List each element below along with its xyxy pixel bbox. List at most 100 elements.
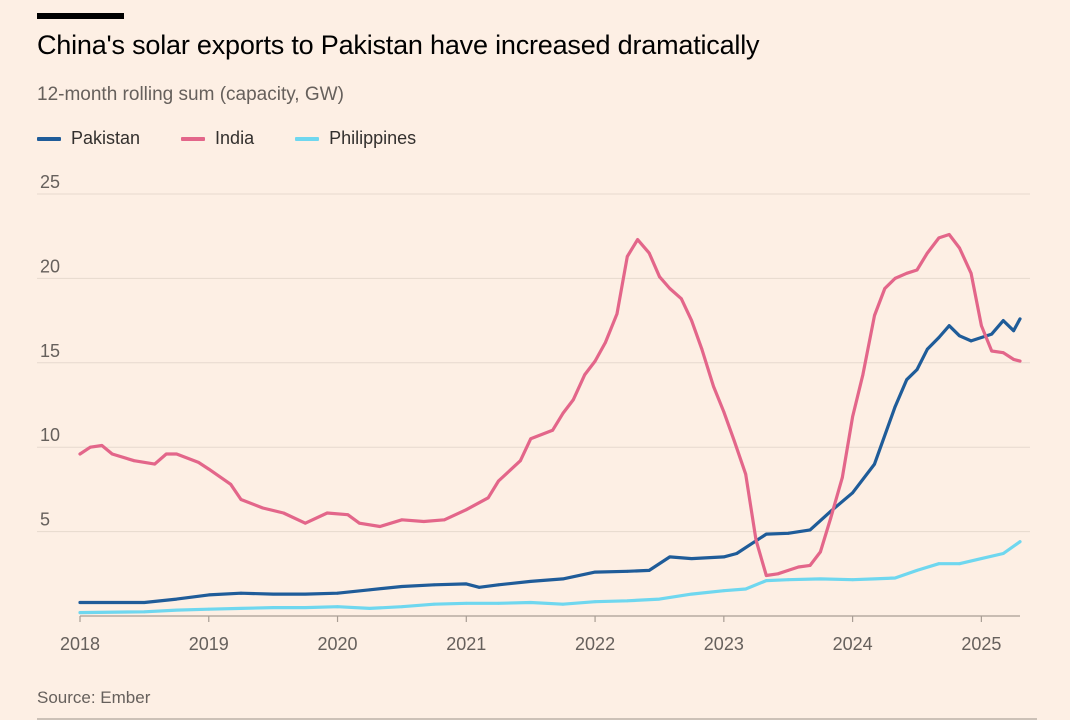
legend-swatch-philippines <box>295 136 320 141</box>
data-point-philippines <box>744 587 748 591</box>
data-point-pakistan <box>207 593 211 597</box>
data-point-pakistan <box>873 462 876 466</box>
data-point-pakistan <box>175 597 179 601</box>
data-point-pakistan <box>893 405 897 409</box>
data-point-india <box>915 268 919 272</box>
series-points-india <box>78 233 1022 577</box>
data-point-philippines <box>593 600 597 604</box>
data-point-philippines <box>873 577 876 581</box>
data-point-philippines <box>368 607 372 610</box>
data-point-pakistan <box>980 336 983 339</box>
data-point-philippines <box>658 597 661 601</box>
data-point-india <box>851 415 854 419</box>
data-point-india <box>712 385 715 388</box>
data-point-india <box>443 518 446 522</box>
data-point-philippines <box>303 606 307 609</box>
data-point-india <box>1018 359 1022 363</box>
data-point-india <box>893 277 897 280</box>
data-point-philippines <box>561 602 565 606</box>
data-point-india <box>464 508 468 512</box>
data-point-philippines <box>175 608 179 612</box>
data-point-pakistan <box>786 531 790 535</box>
series-line-pakistan <box>78 317 1022 605</box>
x-tick-label: 2021 <box>446 634 486 654</box>
data-point-pakistan <box>625 569 629 573</box>
data-point-pakistan <box>271 592 275 596</box>
legend-item-pakistan: Pakistan <box>37 128 140 149</box>
data-point-india <box>378 525 382 528</box>
chart-subtitle: 12-month rolling sum (capacity, GW) <box>37 84 344 105</box>
data-point-india <box>700 347 704 351</box>
y-axis-ticks: 5 10 15 20 25 <box>40 172 60 530</box>
data-point-india <box>604 341 607 344</box>
series-lines <box>78 232 1022 615</box>
data-point-pakistan <box>915 368 919 371</box>
data-point-india <box>980 324 983 328</box>
data-point-pakistan <box>647 569 651 572</box>
data-point-india <box>808 564 812 567</box>
data-point-pakistan <box>947 324 951 328</box>
data-point-india <box>776 572 780 576</box>
data-point-india <box>164 452 168 456</box>
data-point-india <box>197 461 200 464</box>
data-point-pakistan <box>1012 329 1015 333</box>
x-tick-label: 2024 <box>833 634 873 654</box>
data-point-pakistan <box>764 532 768 536</box>
data-point-india <box>583 373 587 376</box>
data-point-india <box>175 452 179 456</box>
data-point-india <box>1012 358 1015 361</box>
data-point-philippines <box>764 579 768 582</box>
legend-label-india: India <box>215 128 255 148</box>
data-point-philippines <box>400 605 404 609</box>
x-axis: 2018 2019 2020 2021 2022 2023 2024 2025 <box>60 615 1020 654</box>
chart-title: China's solar exports to Pakistan have i… <box>37 30 760 60</box>
data-point-india <box>551 428 554 432</box>
data-point-india <box>325 511 329 515</box>
bottom-divider <box>37 718 1037 720</box>
data-point-india <box>990 349 994 353</box>
data-point-india <box>422 520 426 523</box>
data-point-pakistan <box>561 577 565 581</box>
data-point-philippines <box>464 601 468 605</box>
data-point-philippines <box>819 577 822 581</box>
data-point-philippines <box>239 607 243 610</box>
series-line-india <box>78 232 1022 578</box>
data-point-pakistan <box>239 591 243 595</box>
data-point-pakistan <box>78 601 82 604</box>
data-point-philippines <box>78 611 82 614</box>
data-point-india <box>400 518 404 522</box>
data-point-india <box>883 287 887 290</box>
data-point-philippines <box>1018 540 1022 544</box>
data-point-india <box>153 462 157 466</box>
data-point-india <box>732 439 736 442</box>
x-tick-label: 2019 <box>189 634 229 654</box>
data-point-india <box>636 238 639 241</box>
data-point-india <box>958 246 961 250</box>
data-point-india <box>207 467 211 471</box>
data-point-india <box>282 511 285 515</box>
data-point-pakistan <box>529 580 533 583</box>
data-point-pakistan <box>497 583 500 587</box>
data-point-pakistan <box>464 582 468 586</box>
data-point-india <box>668 287 672 290</box>
data-point-india <box>829 516 833 520</box>
data-point-india <box>303 521 307 525</box>
y-tick-label: 10 <box>40 425 60 445</box>
data-point-pakistan <box>477 585 481 589</box>
data-point-india <box>840 476 844 479</box>
legend: Pakistan India Philippines <box>37 128 457 149</box>
data-point-india <box>358 521 361 525</box>
data-point-pakistan <box>400 585 404 588</box>
data-point-philippines <box>143 610 146 614</box>
data-point-india <box>615 312 619 316</box>
data-point-india <box>744 472 748 476</box>
data-point-philippines <box>958 562 961 566</box>
x-tick-label: 2020 <box>318 634 358 654</box>
data-point-pakistan <box>690 557 693 560</box>
data-point-pakistan <box>336 591 339 595</box>
y-tick-label: 25 <box>40 172 60 192</box>
data-point-india <box>229 482 233 486</box>
data-point-india <box>797 565 800 569</box>
data-point-philippines <box>529 601 533 604</box>
